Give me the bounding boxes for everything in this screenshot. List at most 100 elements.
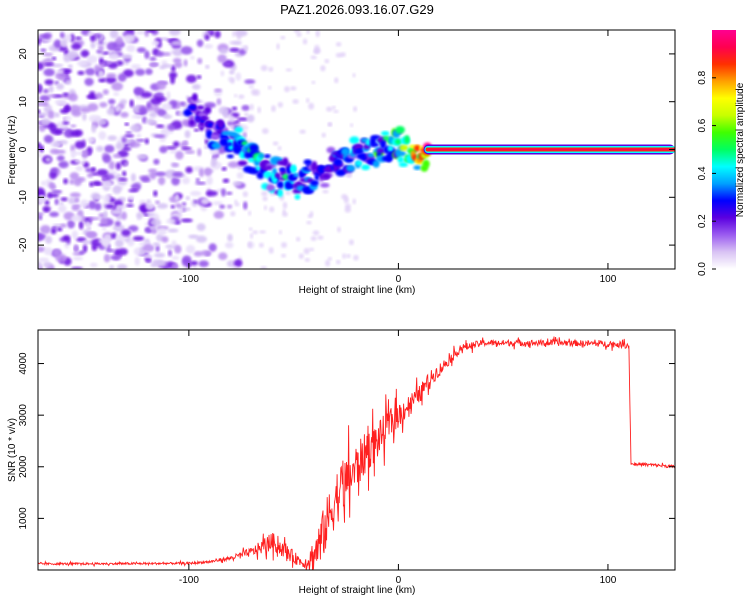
- noise-blob: [205, 190, 218, 197]
- noise-blob: [221, 166, 227, 171]
- noise-blob: [189, 260, 199, 266]
- noise-blob: [86, 150, 92, 156]
- noise-blob: [56, 69, 65, 74]
- noise-blob: [191, 266, 198, 269]
- noise-blob: [121, 211, 127, 220]
- noise-blob: [52, 56, 57, 61]
- snr-ticks: -100 0 100 1000 2000 3000 4000: [18, 330, 675, 586]
- noise-blob: [276, 43, 280, 50]
- noise-blob: [214, 88, 223, 93]
- noise-blob: [156, 51, 164, 57]
- noise-blob: [106, 41, 117, 51]
- noise-blob: [39, 225, 51, 234]
- noise-blob: [130, 64, 141, 70]
- noise-blob: [344, 207, 351, 213]
- noise-blob: [204, 34, 210, 41]
- noise-blob: [244, 112, 249, 117]
- noise-blob: [89, 181, 95, 187]
- noise-blob: [124, 134, 135, 138]
- noise-blob: [102, 89, 109, 95]
- snr-xtick-label: 0: [396, 575, 402, 586]
- ridge-blob: [311, 160, 318, 170]
- noise-blob: [236, 172, 244, 179]
- ridge-blob: [310, 179, 319, 186]
- noise-blob: [162, 64, 173, 68]
- noise-blob: [53, 142, 62, 147]
- colorbar-tick-label: 0.2: [697, 214, 708, 228]
- noise-blob: [196, 75, 202, 80]
- noise-blob: [345, 254, 351, 259]
- noise-blob: [220, 70, 225, 77]
- noise-blob: [156, 108, 167, 117]
- noise-blob: [152, 94, 163, 98]
- noise-blob: [189, 190, 202, 196]
- noise-blob: [60, 223, 67, 228]
- noise-blob: [115, 238, 124, 248]
- noise-blob: [290, 86, 297, 91]
- noise-blob: [124, 122, 129, 126]
- noise-blob: [337, 226, 341, 233]
- noise-blob: [203, 44, 214, 49]
- noise-blob: [102, 239, 110, 248]
- noise-blob: [115, 36, 124, 45]
- ridge-blob: [241, 141, 248, 146]
- ridge-blob: [263, 154, 271, 159]
- noise-blob: [109, 52, 119, 61]
- noise-blob: [348, 239, 354, 246]
- noise-blob: [123, 34, 135, 43]
- noise-blob: [171, 162, 180, 167]
- noise-blob: [151, 40, 160, 46]
- noise-blob: [310, 55, 317, 60]
- noise-blob: [81, 240, 93, 245]
- noise-blob: [204, 145, 209, 150]
- colorbar-tick-label: 0.0: [697, 262, 708, 276]
- noise-blob: [326, 106, 333, 112]
- snr-ytick-label: 1000: [18, 507, 29, 530]
- noise-blob: [44, 200, 50, 206]
- noise-blob: [118, 177, 128, 181]
- colorbar: 0.0 0.2 0.4 0.6 0.8 Normalized spectral ampl…: [697, 30, 746, 276]
- noise-blob: [131, 115, 143, 119]
- noise-blob: [54, 98, 67, 106]
- noise-blob: [38, 212, 45, 216]
- noise-blob: [89, 34, 96, 42]
- ridge-blob: [276, 181, 285, 189]
- noise-blob: [151, 259, 164, 265]
- noise-blob: [136, 154, 148, 160]
- noise-blob: [107, 135, 118, 141]
- noise-blob: [311, 80, 316, 85]
- noise-blob: [104, 173, 115, 180]
- noise-blob: [172, 172, 184, 177]
- noise-blob: [244, 45, 248, 52]
- noise-blob: [170, 64, 176, 72]
- noise-blob: [78, 220, 84, 230]
- noise-blob: [38, 233, 43, 242]
- noise-blob: [121, 54, 133, 59]
- noise-blob: [171, 256, 180, 260]
- noise-blob: [230, 77, 235, 84]
- noise-blob: [308, 102, 315, 110]
- colorbar-tick-label: 0.8: [697, 70, 708, 84]
- noise-blob: [90, 41, 96, 49]
- noise-blob: [167, 123, 176, 131]
- noise-blob: [102, 154, 112, 164]
- noise-blob: [171, 40, 182, 46]
- noise-blob: [136, 47, 147, 53]
- noise-blob: [332, 105, 336, 110]
- noise-blob: [66, 128, 71, 138]
- noise-blob: [101, 226, 107, 231]
- noise-blob: [225, 191, 233, 196]
- noise-blob: [84, 77, 94, 86]
- noise-blob: [335, 259, 341, 265]
- noise-blob: [214, 30, 221, 39]
- ridge-blob: [361, 164, 371, 171]
- noise-blob: [49, 211, 59, 218]
- noise-blob: [170, 75, 176, 85]
- ridge-blob: [189, 119, 195, 126]
- noise-blob: [70, 214, 83, 222]
- tone-band-peak: [427, 148, 675, 151]
- noise-blob: [229, 41, 235, 45]
- noise-blob: [104, 144, 115, 153]
- ridge-blob: [271, 176, 279, 184]
